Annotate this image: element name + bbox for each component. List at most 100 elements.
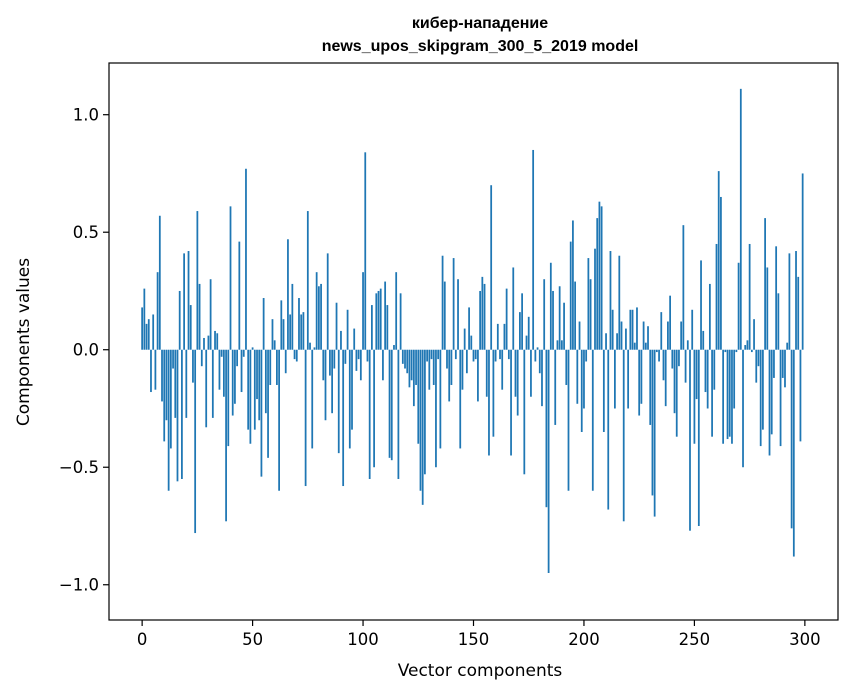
bar <box>625 328 627 350</box>
bar <box>773 349 775 378</box>
bar <box>651 349 654 496</box>
bar <box>631 309 634 350</box>
chart-subtitle: news_upos_skipgram_300_5_2019 model <box>322 38 639 55</box>
bar <box>291 283 294 350</box>
bar <box>644 342 647 350</box>
bar <box>560 340 563 350</box>
bar <box>304 349 307 487</box>
bar <box>552 290 554 350</box>
bar <box>768 349 771 456</box>
bar <box>614 349 616 409</box>
bar <box>485 349 488 397</box>
bar <box>439 349 442 449</box>
bar <box>708 283 711 350</box>
bar <box>609 251 612 350</box>
bar <box>611 309 614 350</box>
bar <box>183 253 185 350</box>
bar <box>242 349 245 357</box>
bar <box>764 218 766 350</box>
bar <box>569 241 572 350</box>
bar <box>154 349 157 390</box>
bar <box>655 349 658 353</box>
bar <box>390 349 393 461</box>
x-tick-label: 250 <box>679 630 711 649</box>
bar <box>355 349 358 371</box>
bar <box>388 349 391 458</box>
bar <box>640 349 643 404</box>
bar <box>514 349 517 397</box>
bar <box>386 305 389 350</box>
bar <box>523 349 526 475</box>
bar <box>530 349 532 397</box>
bar <box>587 258 590 350</box>
bar <box>784 349 786 388</box>
bar <box>368 349 371 479</box>
bar <box>399 293 402 350</box>
bar <box>715 243 718 350</box>
bar <box>258 349 261 421</box>
bar <box>680 321 683 350</box>
bar <box>525 335 528 350</box>
bar <box>253 349 256 430</box>
bar <box>218 349 221 390</box>
bar <box>499 349 501 360</box>
bar <box>704 349 707 393</box>
bar <box>397 349 400 479</box>
bar <box>684 349 687 383</box>
bar <box>234 349 236 404</box>
bar <box>549 262 552 350</box>
bar <box>737 262 740 350</box>
bar <box>605 333 607 350</box>
bar <box>468 307 470 350</box>
bar <box>746 340 749 350</box>
bar <box>744 345 747 350</box>
bar <box>276 349 278 385</box>
bar <box>229 206 232 350</box>
bar <box>642 321 645 350</box>
bar <box>203 337 205 350</box>
bar <box>602 349 605 432</box>
bar <box>198 283 201 350</box>
bar <box>348 349 351 449</box>
bar <box>284 349 287 374</box>
bar <box>311 349 314 449</box>
bar <box>492 349 495 437</box>
bar <box>421 349 424 505</box>
bar <box>627 349 630 409</box>
bar <box>300 314 303 350</box>
bar <box>591 349 594 491</box>
bar <box>260 349 263 477</box>
bar <box>649 349 652 425</box>
bar <box>697 349 700 526</box>
bar <box>271 319 274 350</box>
bar <box>465 349 468 374</box>
bar <box>419 349 422 491</box>
bar <box>262 298 265 350</box>
bar <box>158 215 161 350</box>
x-axis-label: Vector components <box>398 661 563 681</box>
bar <box>512 267 515 350</box>
bar <box>565 349 568 385</box>
bar <box>441 255 444 350</box>
bar <box>424 349 426 475</box>
bar <box>446 349 448 369</box>
bar <box>496 323 499 350</box>
bar <box>474 349 477 360</box>
bar <box>689 349 691 531</box>
bar <box>742 349 744 468</box>
x-tick-label: 300 <box>789 630 821 649</box>
bar <box>364 152 367 350</box>
bar <box>273 340 276 350</box>
bar <box>379 288 382 350</box>
x-axis-ticks: 0 50 100 150 200 250 300 <box>137 620 821 649</box>
bar <box>596 218 599 350</box>
bar <box>720 196 722 350</box>
bar <box>393 345 395 350</box>
bar <box>359 349 362 381</box>
bar <box>452 258 455 350</box>
bar <box>377 290 380 350</box>
bar <box>225 349 227 522</box>
bar <box>795 251 797 350</box>
bar <box>724 349 727 353</box>
